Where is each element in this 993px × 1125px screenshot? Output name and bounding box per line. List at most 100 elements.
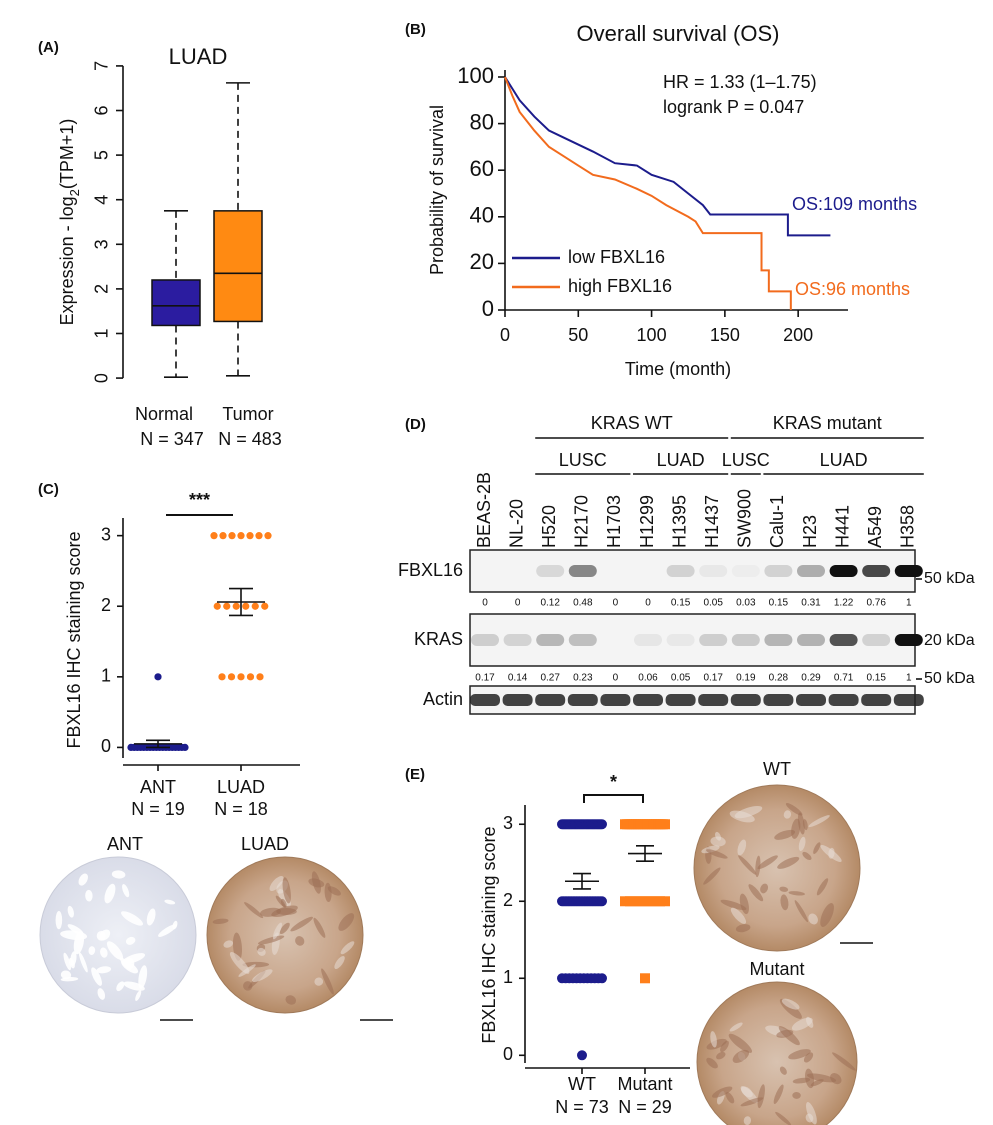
band-quant: 0.48 (573, 598, 593, 609)
y-tick-label: 40 (470, 203, 494, 228)
band (764, 634, 793, 646)
band-quant: 0.15 (866, 673, 886, 684)
tissue-texture (338, 913, 355, 931)
band-quant: 0.15 (671, 598, 691, 609)
lane-label: NL-20 (506, 499, 526, 548)
tissue-texture (773, 1084, 784, 1104)
tissue-texture (820, 903, 834, 927)
tissue-texture (806, 1102, 817, 1125)
y-tick-label: 2 (503, 890, 513, 910)
band-quant: 0.05 (671, 673, 691, 684)
tissue-texture (775, 1111, 792, 1125)
tissue-texture (260, 907, 281, 917)
tissue-texture (135, 990, 142, 1002)
x-axis-label: Time (month) (625, 359, 731, 379)
band (730, 694, 761, 706)
band (503, 634, 532, 646)
band-quant: 0.19 (736, 673, 756, 684)
band-quant: 0.12 (540, 598, 560, 609)
data-point (256, 673, 264, 681)
lane-label: A549 (865, 506, 885, 548)
tissue-texture (788, 891, 805, 896)
band (796, 694, 826, 706)
band-quant: 1 (906, 673, 912, 684)
tissue-texture (212, 918, 229, 925)
tissue-texture (785, 803, 803, 816)
chart-title: Overall survival (OS) (577, 21, 780, 46)
y-tick-label: 0 (482, 296, 494, 321)
panel-label: (A) (38, 39, 59, 56)
y-axis-label-sub: 2 (67, 189, 82, 196)
band (471, 565, 499, 577)
significance: * (610, 772, 617, 792)
band (829, 565, 858, 577)
x-tick-label: WT (568, 1074, 596, 1094)
y-tick-label: 2 (92, 284, 112, 294)
tissue-texture (798, 836, 806, 852)
data-point (181, 743, 189, 752)
y-axis-label-part: Expression - log (57, 196, 77, 325)
tissue-texture (340, 941, 355, 955)
data-point (597, 973, 607, 984)
data-point (597, 819, 607, 830)
band (829, 634, 858, 646)
y-tick-label: 3 (503, 813, 513, 833)
band (698, 694, 729, 706)
panel-label: (D) (405, 416, 426, 433)
tissue-texture (275, 895, 286, 908)
data-point (242, 602, 250, 610)
tissue-texture (720, 899, 747, 911)
subgroup-label: LUSC (559, 450, 607, 470)
x-tick-label: 50 (568, 325, 588, 345)
tissue-texture (780, 894, 789, 911)
band (732, 565, 760, 577)
box (151, 279, 201, 327)
tissue-texture (779, 1066, 787, 1075)
tissue-texture (777, 856, 800, 869)
chart-title: LUAD (169, 44, 228, 69)
band (470, 694, 500, 706)
significance: *** (189, 490, 210, 510)
band-quant: 0 (613, 598, 619, 609)
image-label: LUAD (241, 834, 289, 854)
band (504, 565, 532, 577)
tissue-texture (813, 842, 821, 854)
tissue-texture (138, 965, 148, 989)
band (666, 565, 695, 577)
tissue-texture (313, 917, 326, 938)
band (699, 634, 728, 646)
tissue-texture (794, 900, 809, 923)
tissue-texture (791, 818, 801, 839)
y-axis-label: FBXL16 IHC staining score (64, 531, 84, 748)
tissue-texture (63, 952, 71, 971)
tissue-texture (311, 871, 321, 894)
n-label: N = 483 (218, 429, 282, 449)
y-tick-label: 6 (92, 106, 112, 116)
x-tick-label: Normal (135, 404, 193, 424)
data-point (251, 602, 259, 610)
x-tick-label: 100 (637, 325, 667, 345)
tissue-texture (805, 1068, 815, 1089)
tissue-texture (223, 940, 234, 948)
band (568, 565, 597, 577)
tissue-texture (243, 981, 253, 991)
band-quant: 0 (515, 598, 521, 609)
row-label: Actin (423, 689, 463, 709)
band-quant: 0.15 (769, 598, 789, 609)
data-point (660, 819, 670, 830)
tissue-texture (125, 936, 136, 945)
tissue-texture (732, 1049, 750, 1063)
tissue-texture (740, 1097, 764, 1107)
tissue-texture (146, 908, 156, 926)
band-quant: 0.14 (508, 673, 528, 684)
y-tick-label: 0 (101, 736, 111, 756)
tissue-texture (729, 1022, 743, 1032)
band (862, 565, 891, 577)
band-quant: 1.22 (834, 598, 854, 609)
x-tick-label: LUAD (217, 777, 265, 797)
lane-label: H1299 (637, 495, 657, 548)
tissue-texture (121, 911, 143, 926)
marker-label: 50 kDa (924, 670, 975, 687)
tissue-texture (760, 883, 769, 894)
y-axis-label: Probability of survival (427, 105, 447, 275)
